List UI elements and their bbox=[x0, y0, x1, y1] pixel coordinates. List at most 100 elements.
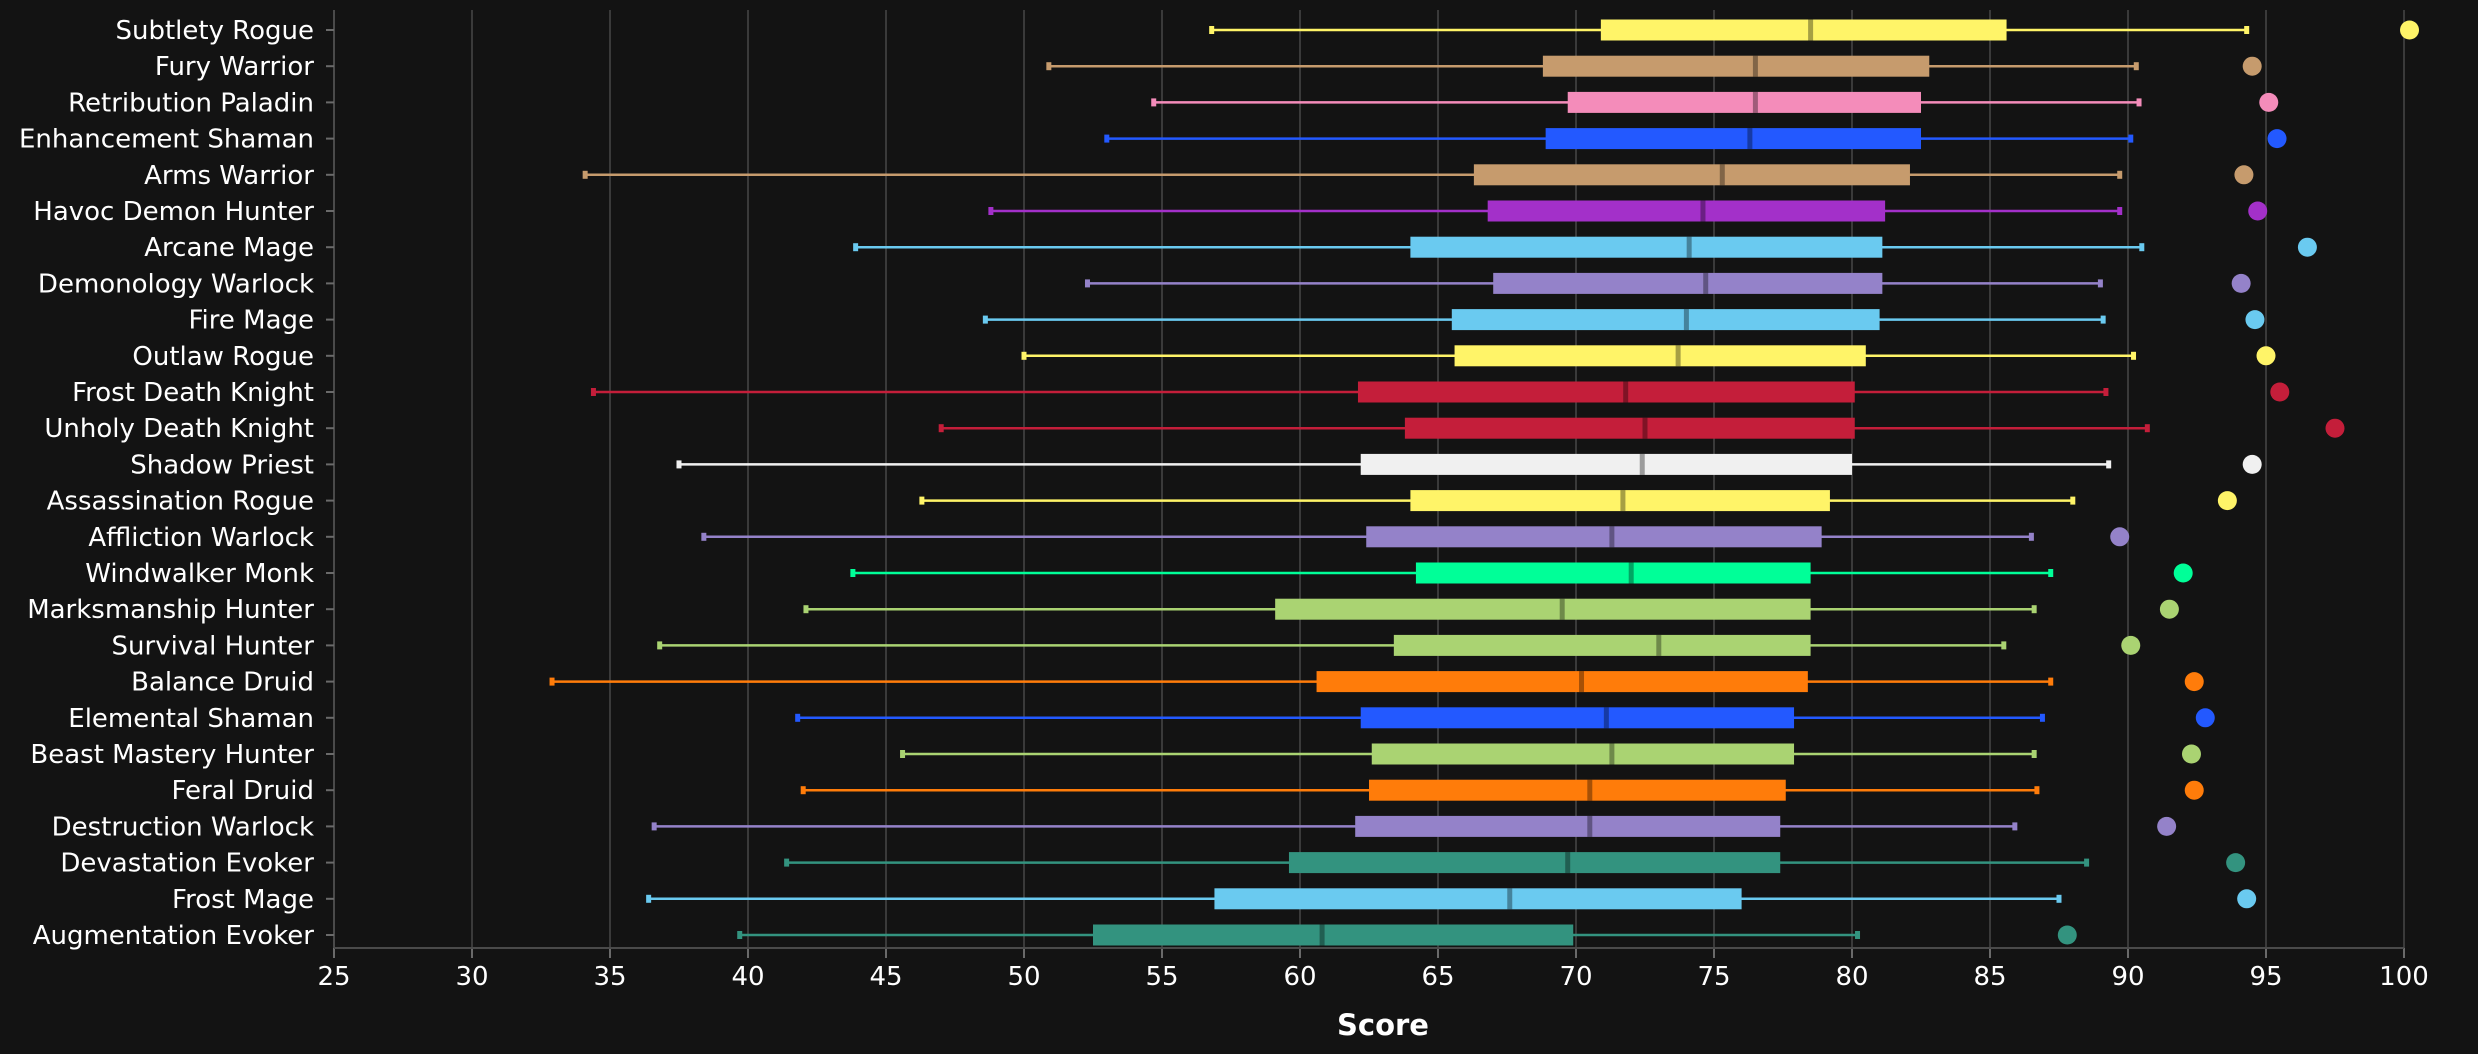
category-label: Balance Druid bbox=[131, 668, 314, 698]
x-tick-label: 85 bbox=[1973, 962, 2006, 992]
box-iqr bbox=[1366, 526, 1822, 548]
box-iqr bbox=[1545, 128, 1921, 150]
box-iqr bbox=[1454, 345, 1866, 367]
box-iqr bbox=[1371, 743, 1795, 765]
whisker-cap-max bbox=[2106, 460, 2112, 469]
whisker-cap-max bbox=[2031, 750, 2037, 758]
top-score-dot bbox=[2259, 92, 2279, 112]
whisker-cap-min bbox=[549, 677, 555, 686]
whisker-cap-max bbox=[2139, 243, 2145, 252]
whisker-cap-max bbox=[2048, 569, 2054, 577]
top-score-dot bbox=[2256, 346, 2276, 366]
box-iqr bbox=[1410, 236, 1883, 258]
box-plot bbox=[900, 743, 2201, 765]
box-plot bbox=[919, 490, 2237, 512]
whisker-cap-min bbox=[1209, 26, 1215, 34]
category-label: Frost Mage bbox=[172, 885, 314, 915]
category-label: Outlaw Rogue bbox=[132, 342, 314, 372]
top-score-dot bbox=[2267, 129, 2287, 149]
box-plot bbox=[803, 598, 2179, 620]
box-plot bbox=[1104, 128, 2287, 150]
box-plot bbox=[850, 562, 2193, 584]
box-plot bbox=[590, 381, 2290, 403]
category-label: Frost Death Knight bbox=[72, 378, 314, 408]
box-iqr bbox=[1316, 671, 1808, 693]
category-label: Beast Mastery Hunter bbox=[30, 740, 314, 770]
x-tick-label: 75 bbox=[1697, 962, 1730, 992]
median-mark bbox=[1752, 91, 1758, 113]
box-plot bbox=[657, 634, 2141, 656]
top-score-dot bbox=[2231, 273, 2251, 293]
whisker-cap-max bbox=[2012, 822, 2018, 831]
box-plot bbox=[938, 417, 2345, 439]
median-mark bbox=[1620, 490, 1626, 512]
whisker-cap-max bbox=[2128, 134, 2134, 143]
box-iqr bbox=[1369, 779, 1786, 801]
x-tick-label: 90 bbox=[2111, 962, 2144, 992]
category-label: Subtlety Rogue bbox=[115, 16, 314, 46]
box-plot bbox=[676, 453, 2262, 475]
whisker-cap-max bbox=[2048, 677, 2054, 686]
category-labels: Subtlety Rogue Fury Warrior Retribution Pa… bbox=[19, 16, 314, 951]
box-plot bbox=[701, 526, 2130, 548]
top-score-dot bbox=[2181, 744, 2201, 764]
box-iqr bbox=[1493, 272, 1883, 294]
box-iqr bbox=[1360, 453, 1852, 475]
whisker-cap-min bbox=[938, 424, 944, 433]
median-mark bbox=[1752, 55, 1758, 77]
whisker-cap-min bbox=[657, 641, 663, 650]
top-score-dot bbox=[2184, 672, 2204, 692]
whisker-cap-max bbox=[2144, 424, 2150, 433]
median-mark bbox=[1507, 888, 1513, 910]
box-iqr bbox=[1404, 417, 1855, 439]
median-mark bbox=[1587, 779, 1593, 801]
top-score-dot bbox=[2110, 527, 2130, 547]
median-mark bbox=[1609, 526, 1615, 548]
whisker-cap-min bbox=[800, 786, 806, 795]
category-label: Retribution Paladin bbox=[68, 88, 314, 118]
whisker-cap-min bbox=[988, 207, 994, 215]
whisker-cap-min bbox=[795, 713, 801, 722]
x-axis-title: Score bbox=[1337, 1008, 1429, 1042]
category-label: Destruction Warlock bbox=[52, 812, 314, 842]
whisker-cap-min bbox=[982, 315, 988, 324]
top-score-dot bbox=[2121, 635, 2141, 655]
top-score-dot bbox=[2245, 310, 2265, 330]
box-iqr bbox=[1093, 924, 1574, 946]
whisker-cap-min bbox=[676, 460, 682, 469]
category-label: Demonology Warlock bbox=[38, 269, 314, 299]
whisker-cap-max bbox=[2028, 532, 2034, 541]
top-score-dot bbox=[2242, 454, 2262, 474]
whisker-cap-max bbox=[2117, 207, 2123, 215]
x-tick-label: 30 bbox=[455, 962, 488, 992]
top-score-dot bbox=[2237, 889, 2257, 909]
category-label: Enhancement Shaman bbox=[19, 125, 314, 155]
top-score-dot bbox=[2234, 165, 2254, 185]
box-iqr bbox=[1275, 598, 1811, 620]
category-label: Windwalker Monk bbox=[85, 559, 314, 589]
top-score-dot bbox=[2217, 491, 2237, 511]
x-tick-label: 55 bbox=[1145, 962, 1178, 992]
whisker-cap-min bbox=[1151, 98, 1157, 107]
median-mark bbox=[1579, 671, 1585, 693]
box-iqr bbox=[1600, 19, 2007, 41]
box-plot bbox=[795, 707, 2215, 729]
top-score-dot bbox=[2195, 708, 2215, 728]
median-mark bbox=[1686, 236, 1692, 258]
whisker-cap-min bbox=[1104, 134, 1110, 143]
x-tick-label: 60 bbox=[1283, 962, 1316, 992]
whisker-cap-max bbox=[2001, 641, 2007, 650]
median-mark bbox=[1700, 200, 1706, 222]
whisker-cap-min bbox=[784, 858, 790, 867]
category-label: Fire Mage bbox=[188, 306, 314, 336]
category-label: Havoc Demon Hunter bbox=[33, 197, 314, 227]
box-iqr bbox=[1393, 634, 1811, 656]
axes: 25 30 35 40 45 50 55 60 65 70 75 80 85 90 95 100 bbox=[317, 10, 2429, 992]
whisker-cap-min bbox=[850, 569, 856, 577]
box-plot bbox=[1151, 91, 2279, 113]
box-iqr bbox=[1410, 490, 1830, 512]
median-mark bbox=[1639, 453, 1645, 475]
whisker-cap-min bbox=[582, 170, 588, 179]
top-score-dot bbox=[2270, 382, 2290, 402]
